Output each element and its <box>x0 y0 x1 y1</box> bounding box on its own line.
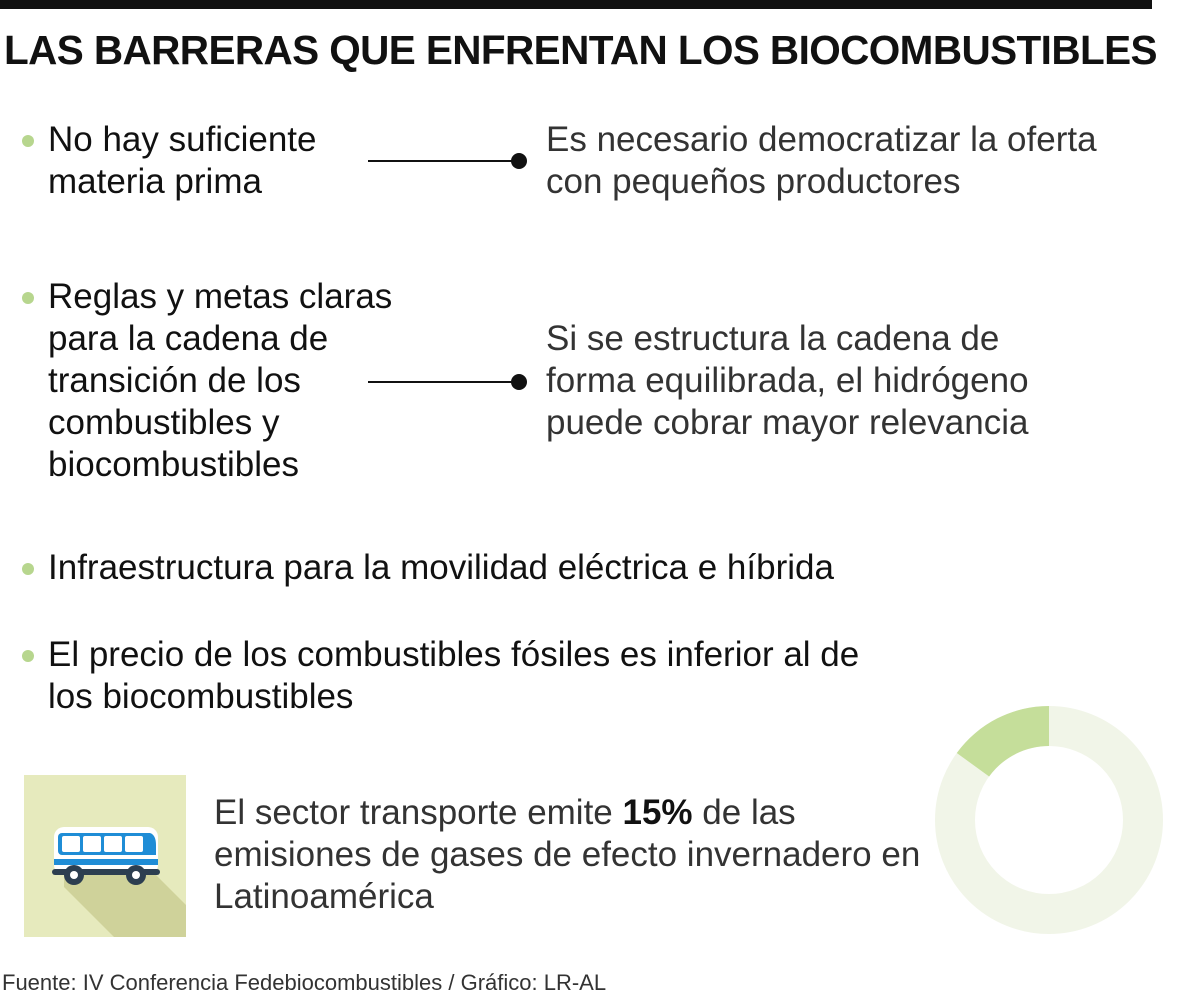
page-title: LAS BARRERAS QUE ENFRENTAN LOS BIOCOMBUS… <box>4 27 1158 73</box>
connector-line <box>368 381 516 383</box>
bullet-icon <box>22 650 34 662</box>
stat-text-after: de las emisiones de gases de efecto inve… <box>214 793 921 916</box>
bus-icon <box>52 827 186 937</box>
barrier-item: Reglas y metas claras para la cadena de … <box>22 276 392 486</box>
source-credit: Fuente: IV Conferencia Fedebiocombustibl… <box>2 970 607 995</box>
barrier-text: Infraestructura para la movilidad eléctr… <box>48 548 834 587</box>
barrier-item: Infraestructura para la movilidad eléctr… <box>22 547 834 589</box>
bullet-icon <box>22 563 34 575</box>
bullet-icon <box>22 135 34 147</box>
donut-slice <box>956 706 1049 777</box>
connector-dot <box>511 153 527 169</box>
barrier-text: El precio de los combustibles fósiles es… <box>48 635 860 716</box>
barrier-text: No hay suficiente materia prima <box>48 120 317 201</box>
connector-line <box>368 160 516 162</box>
donut-chart <box>935 706 1163 934</box>
solution-text: Si se estructura la cadena de forma equi… <box>546 319 1029 442</box>
stat-highlight: 15% <box>622 793 693 832</box>
barrier-item: No hay suficiente materia prima <box>22 119 316 203</box>
stat-text: El sector transporte emite 15% de las em… <box>214 792 934 918</box>
bullet-icon <box>22 292 34 304</box>
top-rule <box>0 0 1152 9</box>
barrier-item: El precio de los combustibles fósiles es… <box>22 634 859 718</box>
bus-tile <box>24 775 186 937</box>
solution-text: Es necesario democratizar la oferta con … <box>546 120 1097 201</box>
barrier-text: Reglas y metas claras para la cadena de … <box>48 277 393 484</box>
stat-text-before: El sector transporte emite <box>214 793 623 832</box>
connector-dot <box>511 374 527 390</box>
